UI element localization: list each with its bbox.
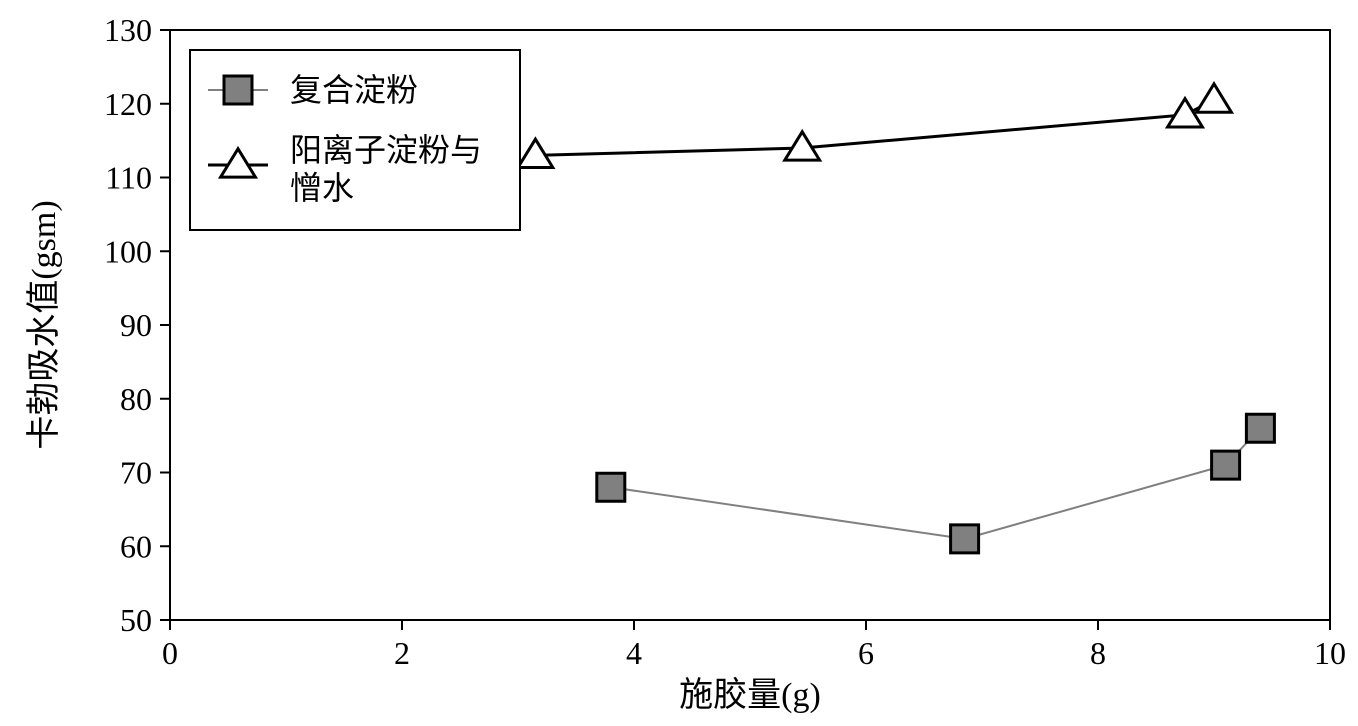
marker-square (597, 473, 625, 501)
marker-square (1212, 451, 1240, 479)
x-tick-label: 10 (1314, 635, 1346, 671)
y-tick-label: 130 (104, 12, 152, 48)
y-tick-label: 70 (120, 455, 152, 491)
y-tick-label: 110 (105, 160, 152, 196)
x-tick-label: 0 (162, 635, 178, 671)
x-tick-label: 6 (858, 635, 874, 671)
y-tick-label: 50 (120, 602, 152, 638)
y-tick-label: 100 (104, 233, 152, 269)
marker-square (224, 76, 252, 104)
marker-square (1246, 414, 1274, 442)
legend-label-0: 复合淀粉 (290, 72, 418, 108)
y-tick-label: 120 (104, 86, 152, 122)
legend-label-1-line1: 阳离子淀粉与 (290, 132, 482, 168)
x-tick-label: 8 (1090, 635, 1106, 671)
chart-svg: 0 2 4 6 8 10 50 60 70 80 90 100 110 120 130 卡勃吸水值(gsm) 施… (0, 0, 1358, 726)
x-tick-label: 4 (626, 635, 642, 671)
y-axis-label: 卡勃吸水值(gsm) (25, 200, 63, 449)
chart-container: 0 2 4 6 8 10 50 60 70 80 90 100 110 120 130 卡勃吸水值(gsm) 施… (0, 0, 1358, 726)
legend-label-1-line2: 憎水 (290, 170, 354, 206)
marker-square (951, 525, 979, 553)
y-tick-label: 80 (120, 381, 152, 417)
x-axis-label: 施胶量(g) (679, 676, 821, 714)
y-tick-label: 90 (120, 307, 152, 343)
x-tick-label: 2 (394, 635, 410, 671)
y-tick-label: 60 (120, 528, 152, 564)
